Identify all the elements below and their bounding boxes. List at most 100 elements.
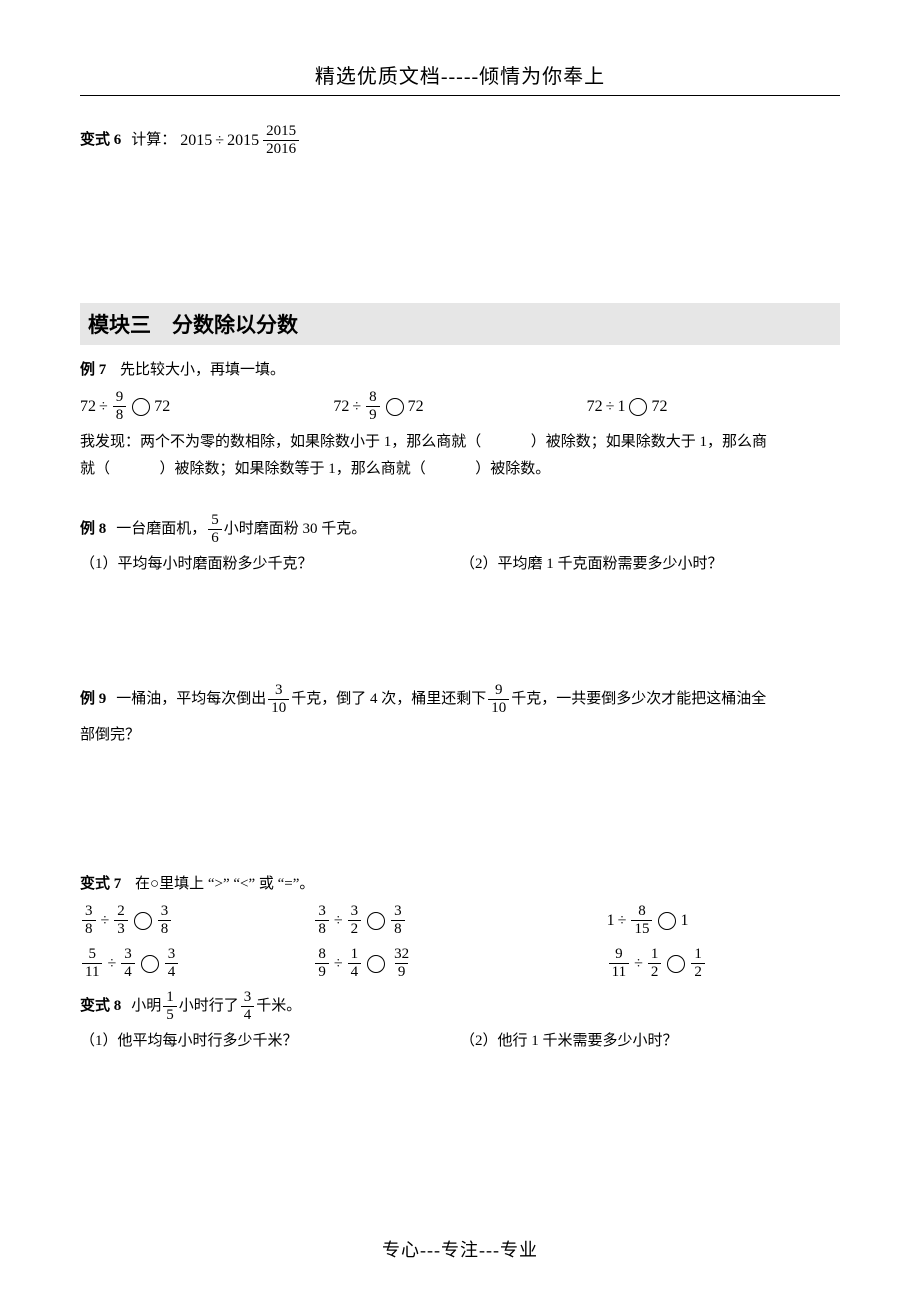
v7-r2-c2: 89 ÷ 14 329	[313, 947, 546, 980]
variant-7-label: 变式 7	[80, 876, 121, 892]
n: 3	[391, 904, 405, 920]
v7-r1-c3-r: 1	[680, 912, 688, 930]
v8-d1: 5	[163, 1006, 177, 1023]
v8-t2: 小时行了	[179, 995, 239, 1018]
divide-op: ÷	[634, 955, 643, 973]
e8-num: 5	[208, 513, 222, 529]
v6-den: 2016	[263, 140, 299, 157]
divide-op: ÷	[334, 912, 343, 930]
compare-circle[interactable]	[141, 955, 159, 973]
e9-t1: 一桶油，平均每次倒出	[116, 685, 266, 714]
variant-6-prompt: 计算：	[131, 129, 176, 152]
n: 2	[114, 904, 128, 920]
compare-circle[interactable]	[134, 912, 152, 930]
n: 1	[691, 947, 705, 963]
v8-frac1: 1 5	[163, 990, 177, 1023]
e8-q2: （2）平均磨 1 千克面粉需要多少小时？	[460, 552, 840, 573]
e7-i2-a: 72	[333, 398, 349, 416]
page-footer: 专心---专注---专业	[0, 1236, 920, 1262]
example-7-label: 例 7	[80, 362, 106, 378]
v8-d2: 4	[241, 1006, 255, 1023]
e9-t3: 千克，一共要倒多少次才能把这桶油全	[511, 685, 766, 714]
d: 9	[315, 963, 329, 980]
variant-7-row1: 38 ÷ 23 38 38 ÷ 32 38 1 ÷ 815 1	[80, 904, 840, 937]
example-9-label: 例 9	[80, 685, 106, 714]
module-3-header: 模块三 分数除以分数	[80, 303, 840, 345]
variant-8-subq: （1）他平均每小时行多少千米？ （2）他行 1 千米需要多少小时？	[80, 1029, 840, 1050]
v8-q2: （2）他行 1 千米需要多少小时？	[460, 1029, 840, 1050]
d: 4	[348, 963, 362, 980]
v6-mixed: 2015 2015 2016	[227, 124, 301, 157]
e7-f1: 我发现：两个不为零的数相除，如果除数小于 1，那么商就（	[80, 434, 481, 450]
compare-circle[interactable]	[667, 955, 685, 973]
d: 8	[391, 920, 405, 937]
v7-r1-c3-l: 1	[607, 912, 615, 930]
variant-7: 变式 7 在○里填上 “>” “<” 或 “=”。	[80, 871, 840, 898]
d: 11	[82, 963, 102, 980]
example-7-finding: 我发现：两个不为零的数相除，如果除数小于 1，那么商就（ ）被除数；如果除数大于…	[80, 429, 840, 483]
example-7: 例 7 先比较大小，再填一填。	[80, 357, 840, 384]
d: 8	[82, 920, 96, 937]
e7-i3-b: 72	[651, 398, 667, 416]
n: 3	[121, 947, 135, 963]
d: 8	[158, 920, 172, 937]
compare-circle[interactable]	[367, 955, 385, 973]
d: 15	[631, 920, 652, 937]
compare-circle[interactable]	[629, 398, 647, 416]
n: 1	[648, 947, 662, 963]
v7-r2-c1: 511 ÷ 34 34	[80, 947, 313, 980]
variant-7-row2: 511 ÷ 34 34 89 ÷ 14 329 911 ÷ 12 12	[80, 947, 840, 980]
v6-whole: 2015	[227, 129, 259, 153]
e7-i1-a: 72	[80, 398, 96, 416]
n: 8	[315, 947, 329, 963]
variant-7-prompt: 在○里填上 “>” “<” 或 “=”。	[135, 876, 314, 892]
v7-r1-c2: 38 ÷ 32 38	[313, 904, 546, 937]
e9-n2: 9	[492, 683, 506, 699]
n: 3	[82, 904, 96, 920]
v8-t3: 千米。	[256, 995, 301, 1018]
e9-d2: 10	[488, 699, 509, 716]
n: 5	[85, 947, 99, 963]
page-header: 精选优质文档-----倾情为你奉上	[80, 60, 840, 96]
d: 2	[348, 920, 362, 937]
e7-i1-den: 8	[113, 406, 127, 423]
e9-t4: 部倒完？	[80, 722, 840, 749]
divide-op: ÷	[618, 912, 627, 930]
v7-r1-c3: 1 ÷ 815 1	[547, 904, 840, 937]
v8-n1: 1	[163, 990, 177, 1006]
compare-circle[interactable]	[367, 912, 385, 930]
e7-i2-b: 72	[408, 398, 424, 416]
e9-d1: 10	[268, 699, 289, 716]
compare-circle[interactable]	[658, 912, 676, 930]
e7-i1-num: 9	[113, 390, 127, 406]
v7-r1-c1: 38 ÷ 23 38	[80, 904, 313, 937]
e7-i2-frac: 8 9	[366, 390, 380, 423]
example-7-row: 72 ÷ 9 8 72 72 ÷ 8 9 72 72 ÷ 1 72	[80, 390, 840, 423]
n: 3	[165, 947, 179, 963]
v6-dividend: 2015	[180, 129, 212, 153]
e7-f3: 就（	[80, 461, 110, 477]
compare-circle[interactable]	[132, 398, 150, 416]
d: 3	[114, 920, 128, 937]
e7-i3-a: 72	[587, 398, 603, 416]
divide-op: ÷	[107, 955, 116, 973]
n: 3	[315, 904, 329, 920]
e7-i1-b: 72	[154, 398, 170, 416]
e9-frac1: 3 10	[268, 683, 289, 716]
e7-i3-divisor: 1	[617, 398, 625, 416]
e7-item-3: 72 ÷ 1 72	[587, 390, 840, 423]
e7-f5: ）被除数。	[475, 461, 550, 477]
n: 3	[158, 904, 172, 920]
example-8: 例 8 一台磨面机， 5 6 小时磨面粉 30 千克。	[80, 513, 840, 546]
e7-i2-num: 8	[366, 390, 380, 406]
example-8-subq: （1）平均每小时磨面粉多少千克？ （2）平均磨 1 千克面粉需要多少小时？	[80, 552, 840, 573]
compare-circle[interactable]	[386, 398, 404, 416]
example-7-prompt: 先比较大小，再填一填。	[120, 362, 285, 378]
divide-op: ÷	[215, 129, 224, 153]
e8-t2: 小时磨面粉 30 千克。	[224, 518, 367, 541]
e7-item-2: 72 ÷ 8 9 72	[333, 390, 586, 423]
d: 2	[648, 963, 662, 980]
d: 8	[315, 920, 329, 937]
e7-i1-frac: 9 8	[113, 390, 127, 423]
n: 9	[612, 947, 626, 963]
